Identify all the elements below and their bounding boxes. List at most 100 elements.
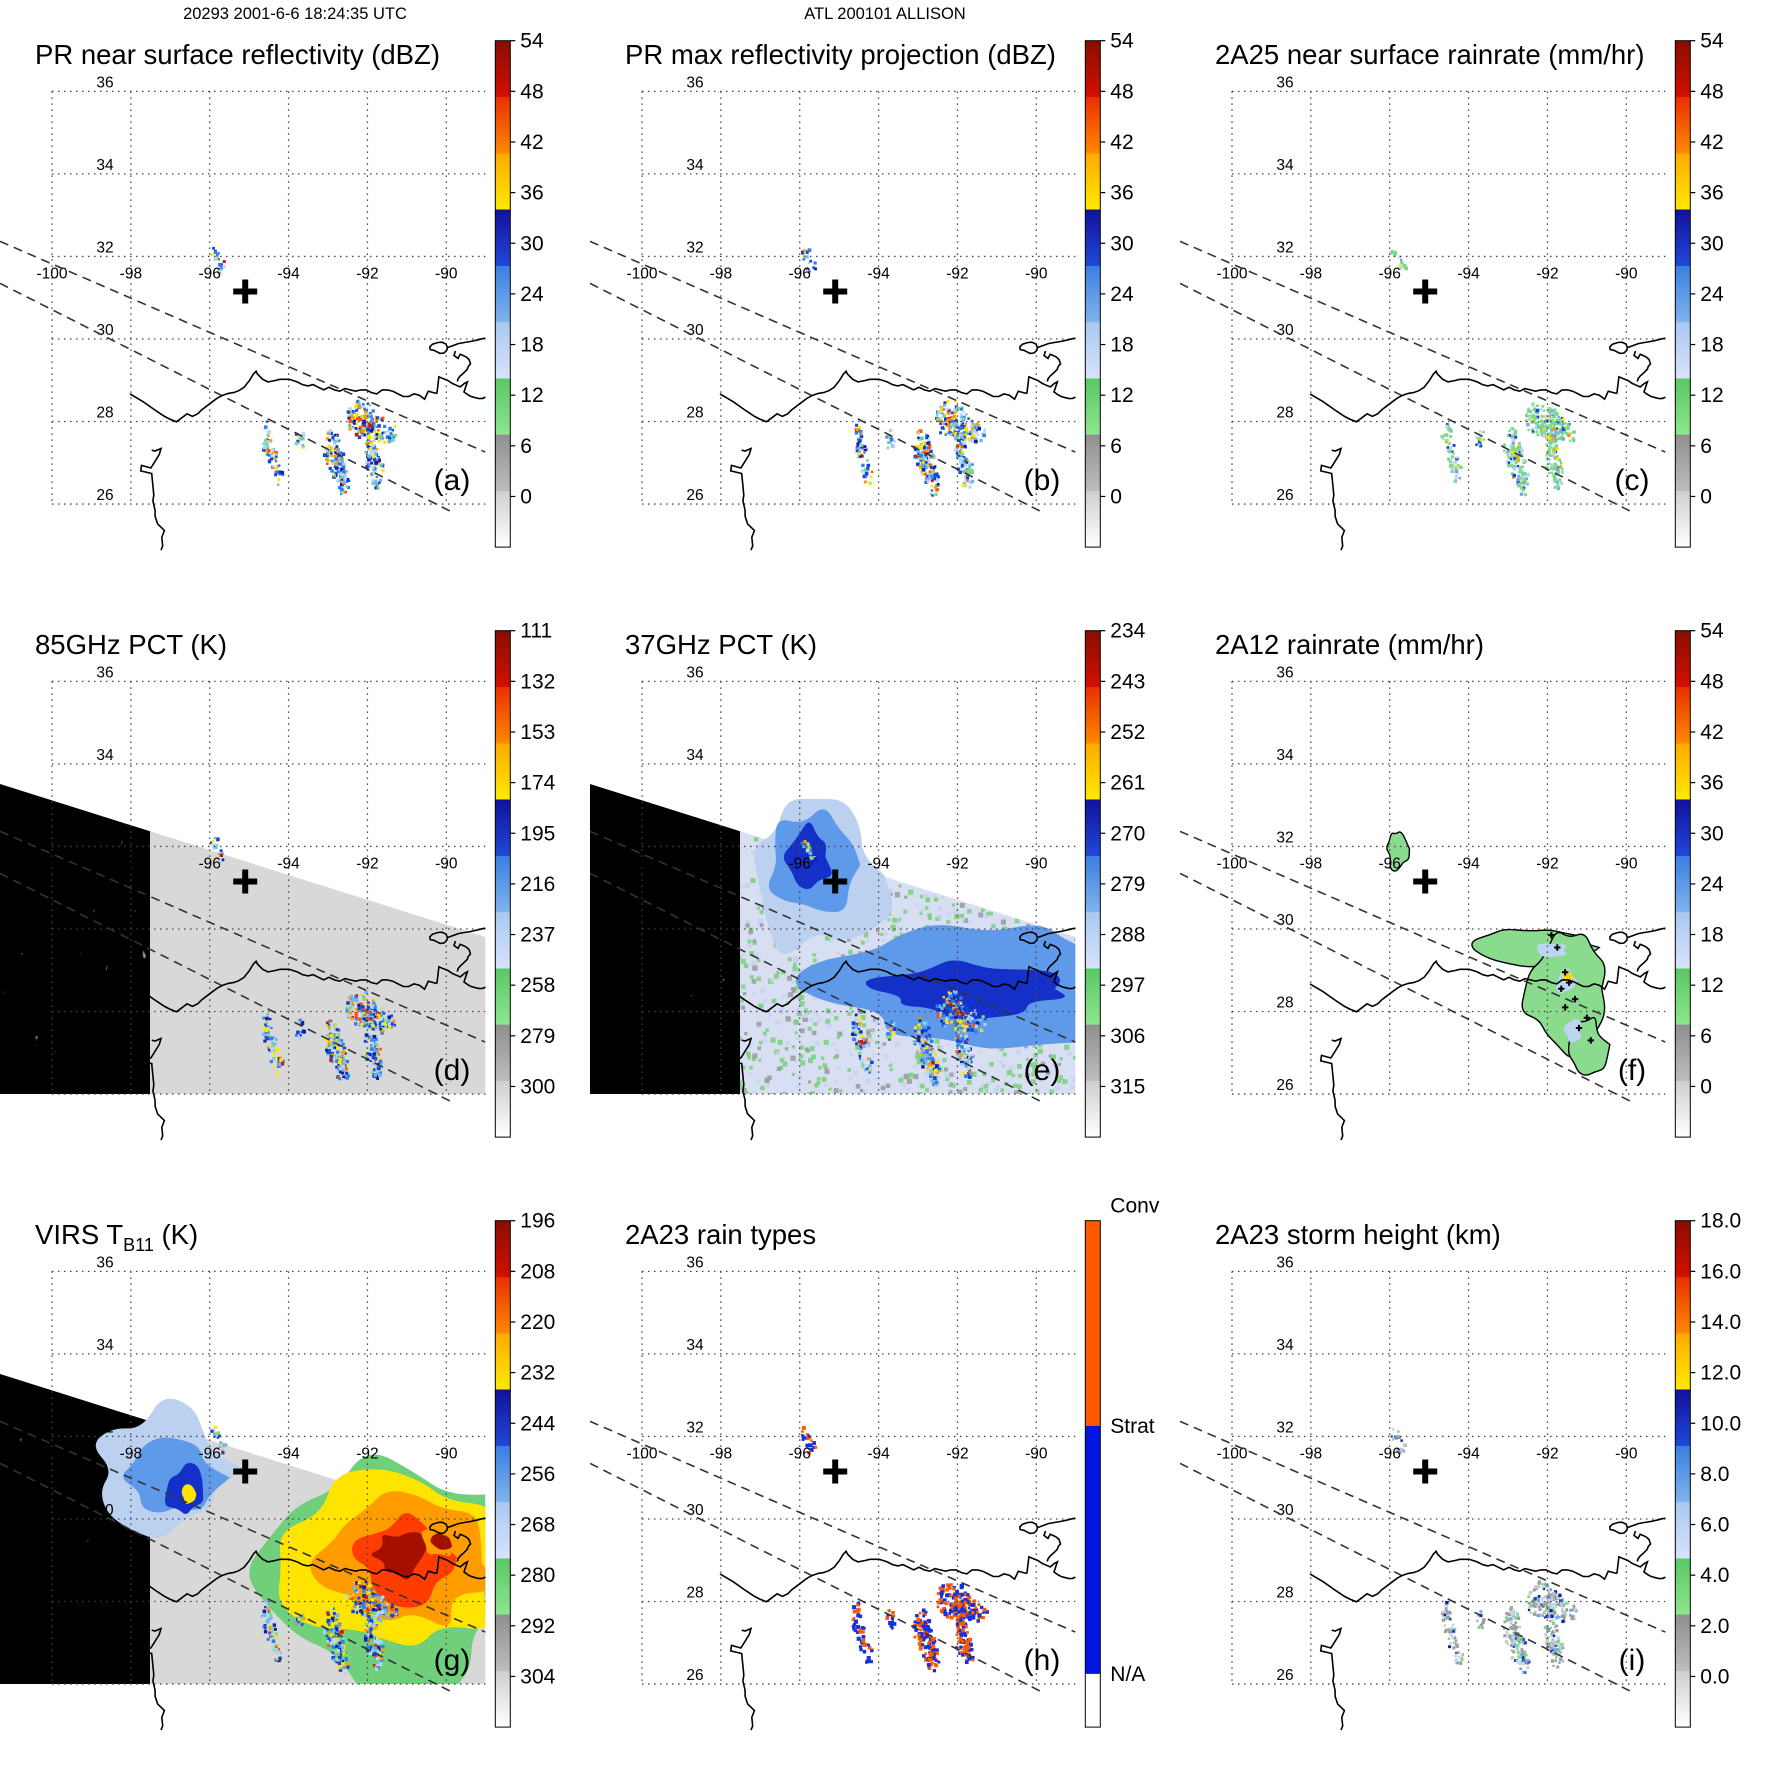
svg-text:54: 54 xyxy=(520,30,544,53)
svg-text:36: 36 xyxy=(96,74,113,91)
svg-text:-98: -98 xyxy=(710,265,732,282)
svg-text:32: 32 xyxy=(96,829,113,846)
svg-text:20293 2001-6-6 18:24:35 UTC: 20293 2001-6-6 18:24:35 UTC xyxy=(183,5,407,23)
svg-text:36: 36 xyxy=(686,74,703,91)
svg-text:28: 28 xyxy=(1276,995,1293,1012)
svg-text:288: 288 xyxy=(1110,924,1145,947)
svg-text:32: 32 xyxy=(686,829,703,846)
svg-text:30: 30 xyxy=(96,912,114,929)
svg-text:-92: -92 xyxy=(1536,265,1558,282)
svg-text:34: 34 xyxy=(1276,747,1294,764)
svg-text:24: 24 xyxy=(520,283,544,306)
svg-text:(c): (c) xyxy=(1615,464,1650,497)
svg-text:54: 54 xyxy=(1700,620,1724,643)
svg-text:279: 279 xyxy=(520,1025,555,1048)
svg-text:0: 0 xyxy=(1700,485,1712,508)
svg-text:0: 0 xyxy=(1110,485,1122,508)
svg-text:6: 6 xyxy=(1700,1025,1712,1048)
svg-text:-96: -96 xyxy=(1379,855,1401,872)
svg-text:-94: -94 xyxy=(277,855,300,872)
svg-text:279: 279 xyxy=(1110,873,1145,896)
svg-text:VIRS TB11 (K): VIRS TB11 (K) xyxy=(35,1219,198,1255)
svg-text:PR max reflectivity projection: PR max reflectivity projection (dBZ) xyxy=(625,39,1056,70)
svg-text:36: 36 xyxy=(686,664,703,681)
svg-text:54: 54 xyxy=(1700,30,1724,53)
svg-text:34: 34 xyxy=(686,747,704,764)
svg-text:-92: -92 xyxy=(946,265,968,282)
svg-text:252: 252 xyxy=(1110,721,1145,744)
svg-text:132: 132 xyxy=(520,670,555,693)
svg-text:-96: -96 xyxy=(789,265,811,282)
svg-text:-90: -90 xyxy=(435,855,458,872)
svg-text:300: 300 xyxy=(520,1075,555,1098)
svg-text:30: 30 xyxy=(686,322,704,339)
svg-text:24: 24 xyxy=(1700,283,1724,306)
svg-text:12: 12 xyxy=(1700,974,1723,997)
svg-text:-98: -98 xyxy=(1300,265,1322,282)
svg-text:28: 28 xyxy=(96,995,113,1012)
svg-text:42: 42 xyxy=(520,131,543,154)
svg-text:2A25 near surface rainrate (mm: 2A25 near surface rainrate (mm/hr) xyxy=(1215,39,1644,70)
svg-text:297: 297 xyxy=(1110,974,1145,997)
svg-text:42: 42 xyxy=(1110,131,1133,154)
svg-text:32: 32 xyxy=(96,239,113,256)
svg-text:30: 30 xyxy=(1700,232,1723,255)
svg-text:36: 36 xyxy=(1110,182,1133,205)
svg-text:32: 32 xyxy=(1276,829,1293,846)
svg-text:24: 24 xyxy=(1110,283,1134,306)
svg-text:30: 30 xyxy=(1276,912,1294,929)
svg-text:-90: -90 xyxy=(435,265,458,282)
svg-text:-90: -90 xyxy=(1615,265,1638,282)
svg-text:26: 26 xyxy=(1276,487,1293,504)
svg-text:-96: -96 xyxy=(789,855,811,872)
svg-text:-92: -92 xyxy=(946,855,968,872)
svg-text:32: 32 xyxy=(1276,239,1293,256)
svg-text:306: 306 xyxy=(1110,1025,1145,1048)
svg-text:6: 6 xyxy=(1700,435,1712,458)
svg-text:18: 18 xyxy=(520,334,543,357)
svg-text:34: 34 xyxy=(1276,157,1294,174)
svg-text:-94: -94 xyxy=(277,265,300,282)
svg-text:270: 270 xyxy=(1110,822,1145,845)
svg-text:-92: -92 xyxy=(356,265,378,282)
svg-text:-94: -94 xyxy=(867,265,890,282)
svg-text:37GHz PCT (K): 37GHz PCT (K) xyxy=(625,629,817,660)
svg-text:28: 28 xyxy=(96,405,113,422)
svg-text:2A12 rainrate (mm/hr): 2A12 rainrate (mm/hr) xyxy=(1215,629,1484,660)
svg-text:(a): (a) xyxy=(434,464,471,497)
svg-text:-90: -90 xyxy=(1025,265,1048,282)
svg-text:34: 34 xyxy=(96,747,114,764)
svg-text:85GHz PCT (K): 85GHz PCT (K) xyxy=(35,629,227,660)
svg-text:216: 216 xyxy=(520,873,555,896)
svg-text:(b): (b) xyxy=(1024,464,1061,497)
svg-text:(e): (e) xyxy=(1024,1054,1061,1087)
svg-text:42: 42 xyxy=(1700,131,1723,154)
svg-text:(f): (f) xyxy=(1618,1054,1646,1087)
svg-text:26: 26 xyxy=(96,487,113,504)
svg-text:48: 48 xyxy=(1110,80,1133,103)
svg-text:0: 0 xyxy=(520,485,532,508)
svg-text:-98: -98 xyxy=(120,855,142,872)
svg-text:12: 12 xyxy=(1700,384,1723,407)
svg-text:-92: -92 xyxy=(1536,855,1558,872)
svg-text:34: 34 xyxy=(686,157,704,174)
svg-text:30: 30 xyxy=(96,322,114,339)
svg-text:18: 18 xyxy=(1700,924,1723,947)
svg-text:111: 111 xyxy=(520,620,552,643)
svg-text:30: 30 xyxy=(686,912,704,929)
svg-text:174: 174 xyxy=(520,772,555,795)
svg-text:153: 153 xyxy=(520,721,555,744)
svg-text:26: 26 xyxy=(96,1077,113,1094)
svg-text:-94: -94 xyxy=(1457,855,1480,872)
svg-text:42: 42 xyxy=(1700,721,1723,744)
svg-text:-90: -90 xyxy=(1615,855,1638,872)
svg-text:36: 36 xyxy=(96,664,113,681)
svg-text:26: 26 xyxy=(686,487,703,504)
svg-text:30: 30 xyxy=(1276,322,1294,339)
svg-text:36: 36 xyxy=(1276,664,1293,681)
svg-text:-94: -94 xyxy=(1457,265,1480,282)
svg-text:36: 36 xyxy=(1700,772,1723,795)
svg-text:36: 36 xyxy=(1276,74,1293,91)
svg-text:18: 18 xyxy=(1700,334,1723,357)
svg-text:ATL 200101 ALLISON: ATL 200101 ALLISON xyxy=(804,5,965,23)
